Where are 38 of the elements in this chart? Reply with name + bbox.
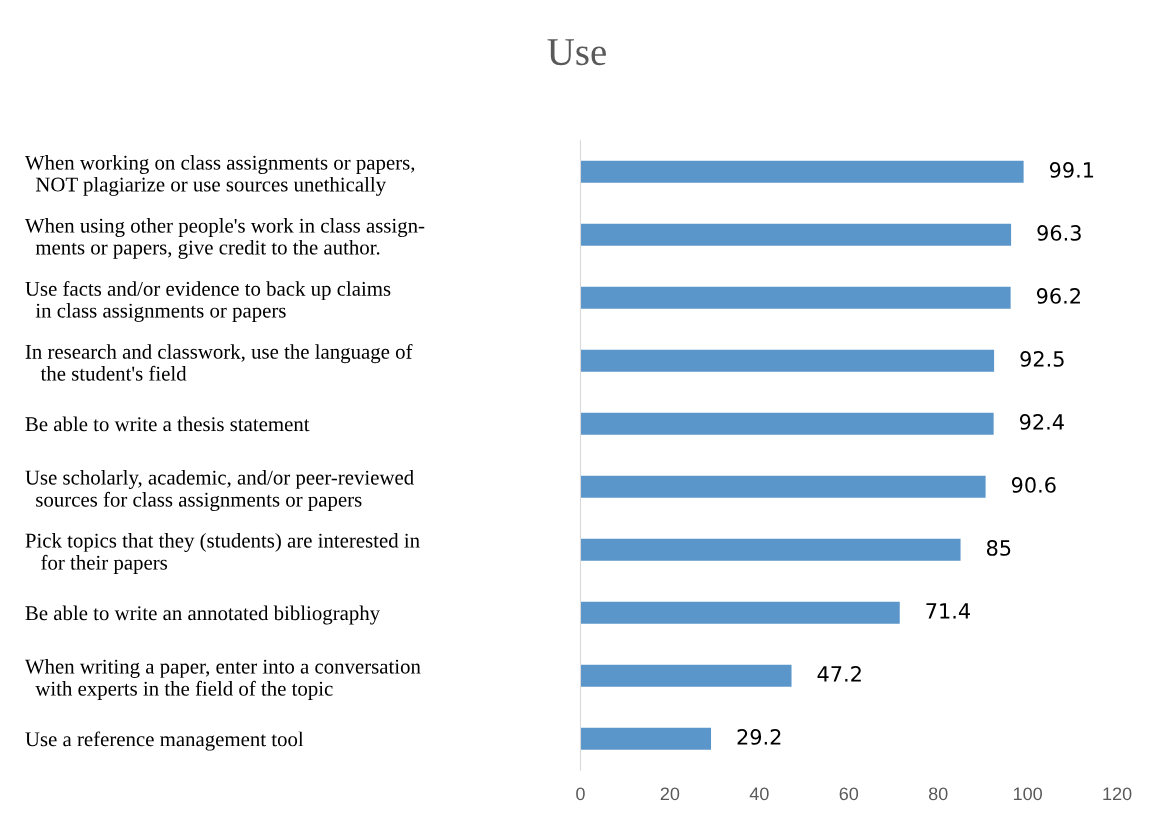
bar (580, 412, 994, 435)
y-tick-label: In research and classwork, use the language of the student's field (25, 343, 413, 381)
bar (580, 349, 995, 372)
y-tick-label: Use facts and/or evidence to back up claims in class assignments or papers (25, 281, 391, 322)
y-tick-label: When working on class assignments or papers, NOT plagiarize or use sources unethically (24, 155, 415, 196)
bar (580, 601, 900, 624)
data-label: 71.4 (926, 603, 970, 619)
data-label: 96.2 (1036, 288, 1080, 304)
x-tick-label: 20 (660, 787, 680, 801)
data-label: 92.4 (1019, 414, 1064, 430)
y-tick-label: Use a reference management tool (25, 731, 304, 751)
bar (580, 538, 961, 561)
x-tick-label: 0 (576, 787, 585, 801)
y-tick-label: When writing a paper, enter into a conversation with experts in the field of the topic (24, 658, 421, 700)
y-tick-label: Pick topics that they (students) are interested in for their papers (25, 532, 420, 574)
data-label: 85 (986, 540, 1011, 556)
bar (580, 664, 792, 687)
x-tick-label: 80 (928, 787, 948, 801)
bar (580, 223, 1012, 246)
x-tick-label: 120 (1103, 787, 1132, 801)
bar (580, 160, 1024, 183)
x-tick-label: 40 (749, 787, 769, 801)
y-tick-label: Be able to write an annotated bibliography (25, 605, 381, 625)
data-label: 99.1 (1049, 162, 1094, 178)
bar (580, 727, 712, 750)
bar (580, 286, 1011, 309)
x-tick-label: 60 (839, 787, 859, 801)
data-label: 47.2 (817, 666, 861, 682)
data-label: 92.5 (1020, 351, 1064, 367)
data-label: 96.3 (1037, 225, 1081, 241)
y-tick-label: Be able to write a thesis statement (25, 416, 310, 432)
data-label: 29.2 (737, 729, 781, 745)
x-tick-label: 100 (1013, 787, 1042, 801)
data-label: 90.6 (1011, 477, 1056, 493)
bar (580, 475, 986, 498)
chart-title: Use (547, 39, 606, 66)
y-tick-label: When using other people's work in class assign- ments or papers, give credit to the author. (24, 218, 425, 259)
y-tick-label: Use scholarly, academic, and/or peer-reviewed sources for class assignments or papers (25, 469, 414, 512)
